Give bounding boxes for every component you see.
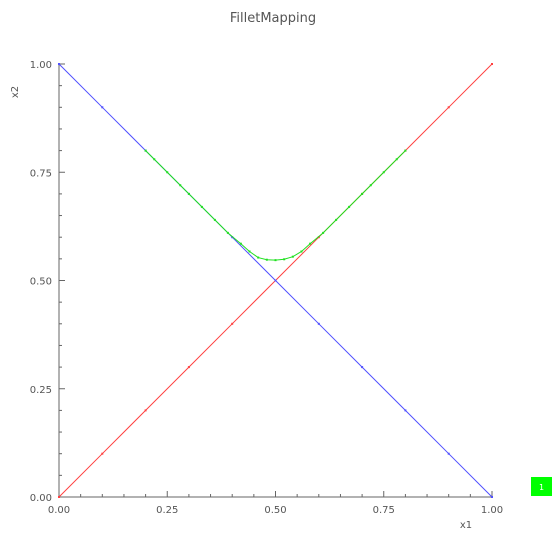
series-1-point <box>101 452 104 455</box>
series-2-point <box>317 322 320 325</box>
series-3-point <box>404 149 407 152</box>
series-2-point <box>274 279 277 282</box>
series-3-point <box>153 158 156 161</box>
series-3-point <box>309 242 312 245</box>
y-tick-label: 0.50 <box>30 277 52 288</box>
series-2-point <box>101 106 104 109</box>
series-1-point <box>317 236 320 239</box>
ticks <box>58 63 493 498</box>
series-2-point <box>231 236 234 239</box>
series-1-point <box>187 366 190 369</box>
series-3-point <box>144 149 147 152</box>
series-3-point <box>257 256 260 259</box>
series-3-line <box>145 150 406 261</box>
y-tick-label: 0.75 <box>30 168 52 179</box>
series-3-point <box>248 250 251 253</box>
series-1-point <box>447 106 450 109</box>
series-3-point <box>369 184 372 187</box>
series-3-point <box>166 171 169 174</box>
series-1-point <box>58 496 60 498</box>
series-1-point <box>491 63 493 65</box>
series-3-point <box>283 258 286 261</box>
series-3-point <box>265 258 268 261</box>
y-tick-label: 0.00 <box>30 493 52 504</box>
y-tick-label: 0.25 <box>30 385 52 396</box>
y-tick-label: 1.00 <box>30 60 52 71</box>
series-3-point <box>179 184 182 187</box>
series-3-point <box>239 242 242 245</box>
series-1-point <box>144 409 147 412</box>
series-2-point <box>58 63 60 65</box>
series-2-point <box>404 409 407 412</box>
series-3-point <box>200 205 203 208</box>
badge-box <box>531 477 552 496</box>
y-axis-label: x2 <box>10 86 21 98</box>
series-3-point <box>291 255 294 258</box>
series-layer <box>58 63 493 498</box>
series-3-point <box>322 231 325 234</box>
series-1-point <box>231 322 234 325</box>
x-tick-label: 0.50 <box>264 505 286 516</box>
x-tick-label: 0.75 <box>373 505 395 516</box>
series-2-point <box>447 452 450 455</box>
x-tick-label: 1.00 <box>481 505 503 516</box>
series-2-point <box>361 366 364 369</box>
x-axis-label: x1 <box>460 520 472 531</box>
series-3-point <box>187 192 190 195</box>
badge-label: 1 <box>539 483 544 492</box>
y-tick-labels: 0.00 0.25 0.50 0.75 1.00 <box>30 60 52 504</box>
chart-title: FilletMapping <box>230 11 316 26</box>
x-tick-labels: 0.00 0.25 0.50 0.75 1.00 <box>48 505 503 516</box>
series-3-point <box>361 192 364 195</box>
series-3-point <box>300 250 303 253</box>
series-3-point <box>395 158 398 161</box>
x-tick-label: 0.00 <box>48 505 70 516</box>
series-3-point <box>335 218 338 221</box>
series-2-point <box>491 496 493 498</box>
series-3-point <box>226 231 229 234</box>
legend-badge: 1 <box>531 477 552 496</box>
series-3-point <box>213 218 216 221</box>
series-3-point <box>274 259 277 262</box>
x-tick-label: 0.25 <box>156 505 178 516</box>
series-3-point <box>382 171 385 174</box>
series-3-point <box>348 205 351 208</box>
